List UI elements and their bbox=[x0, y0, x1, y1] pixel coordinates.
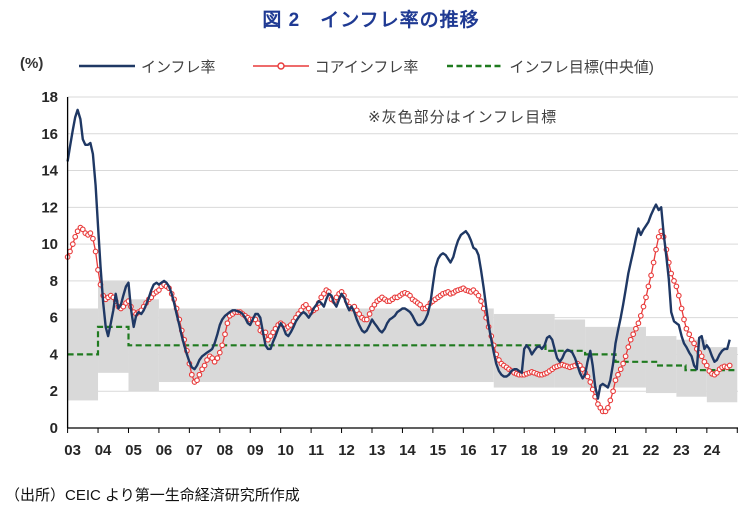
svg-text:18: 18 bbox=[521, 442, 538, 459]
svg-text:8: 8 bbox=[50, 273, 58, 290]
svg-text:08: 08 bbox=[216, 442, 233, 459]
legend-item-inflation-target: インフレ目標(中央値) bbox=[446, 56, 654, 77]
svg-text:6: 6 bbox=[50, 310, 58, 327]
legend-item-inflation: インフレ率 bbox=[78, 56, 216, 77]
x-axis-labels: 03 04 05 06 07 08 09 10 11 12 13 14 15 16 17 18 19 20 21 22… bbox=[64, 442, 721, 459]
svg-text:21: 21 bbox=[612, 442, 629, 459]
svg-text:11: 11 bbox=[308, 442, 324, 459]
svg-text:2: 2 bbox=[50, 383, 58, 400]
inflation-target-line-swatch-icon bbox=[447, 64, 504, 68]
svg-text:19: 19 bbox=[551, 442, 568, 459]
gray-band-note: ※灰色部分はインフレ目標 bbox=[368, 109, 558, 126]
svg-text:10: 10 bbox=[277, 442, 294, 459]
chart-title: 図 2 インフレ率の推移 bbox=[262, 10, 480, 31]
svg-text:13: 13 bbox=[369, 442, 386, 459]
svg-text:10: 10 bbox=[41, 236, 58, 253]
axes bbox=[66, 97, 738, 433]
svg-text:23: 23 bbox=[673, 442, 690, 459]
svg-text:16: 16 bbox=[460, 442, 477, 459]
svg-text:09: 09 bbox=[247, 442, 264, 459]
svg-text:07: 07 bbox=[186, 442, 203, 459]
svg-text:18: 18 bbox=[41, 89, 58, 106]
svg-text:22: 22 bbox=[643, 442, 660, 459]
svg-text:14: 14 bbox=[399, 442, 416, 459]
svg-text:12: 12 bbox=[338, 442, 355, 459]
svg-text:03: 03 bbox=[64, 442, 81, 459]
inflation-target-line bbox=[67, 325, 738, 372]
svg-text:24: 24 bbox=[703, 442, 720, 459]
svg-text:14: 14 bbox=[41, 163, 58, 180]
svg-text:05: 05 bbox=[125, 442, 142, 459]
legend-item-core-inflation: コアインフレ率 bbox=[252, 56, 419, 77]
inflation-line-swatch-icon bbox=[79, 64, 135, 68]
legend: インフレ率 コアインフレ率 インフレ目標(中央値) bbox=[78, 55, 742, 77]
svg-text:20: 20 bbox=[582, 442, 599, 459]
legend-label-inflation: インフレ率 bbox=[141, 58, 216, 76]
svg-text:12: 12 bbox=[41, 199, 58, 216]
svg-text:06: 06 bbox=[156, 442, 173, 459]
legend-label-inflation-target: インフレ目標(中央値) bbox=[509, 58, 654, 76]
core-inflation-line-swatch-icon bbox=[252, 62, 309, 70]
svg-text:15: 15 bbox=[430, 442, 447, 459]
target-band bbox=[67, 280, 738, 403]
svg-text:0: 0 bbox=[50, 420, 58, 437]
svg-text:17: 17 bbox=[490, 442, 507, 459]
y-axis-labels: 0 2 4 6 8 10 12 14 16 18 bbox=[41, 89, 58, 437]
source-note: （出所）CEIC より第一生命経済研究所作成 bbox=[5, 487, 300, 504]
legend-label-core-inflation: コアインフレ率 bbox=[314, 58, 419, 76]
svg-text:4: 4 bbox=[50, 346, 59, 363]
inflation-line bbox=[66, 108, 731, 400]
svg-text:16: 16 bbox=[41, 126, 58, 143]
gridlines bbox=[67, 96, 738, 392]
svg-text:04: 04 bbox=[95, 442, 112, 459]
y-axis-unit-label: (%) bbox=[20, 55, 44, 72]
